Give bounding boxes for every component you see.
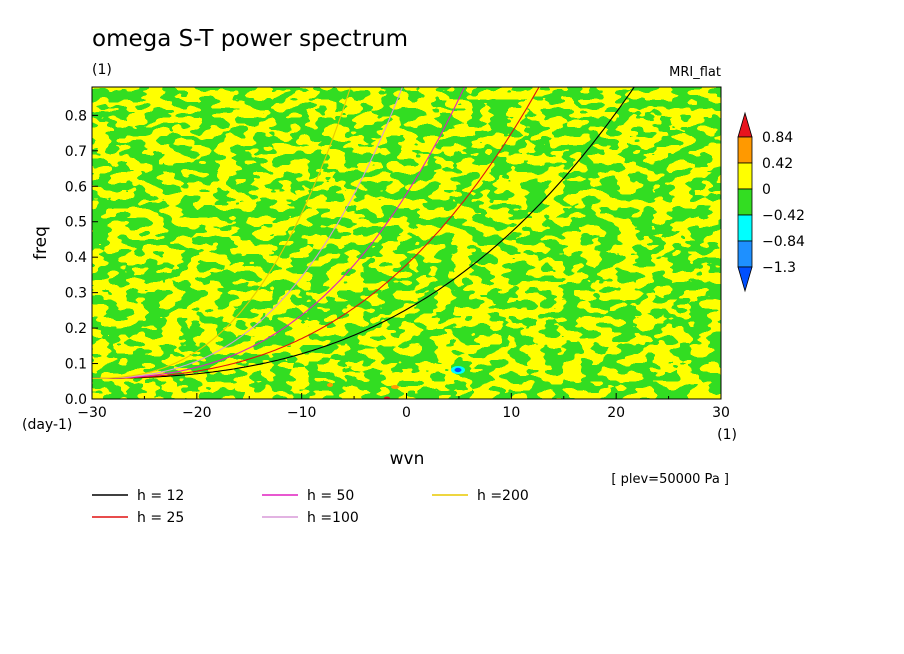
x-tick-label: −30 (77, 405, 107, 421)
colorbar: 0.84 0.42 0 −0.42 −0.84 −1.3 (737, 111, 805, 293)
colorbar-segment (737, 162, 753, 190)
x-tick-label: 0 (402, 405, 411, 421)
x-axis-unit: (1) (717, 427, 737, 443)
y-tick-label: 0.7 (65, 144, 87, 160)
colorbar-segment (737, 188, 753, 216)
colorbar-label: 0.84 (762, 130, 793, 146)
y-tick-label: 0.2 (65, 321, 87, 337)
colorbar-label: −0.84 (762, 234, 805, 250)
dispersion-curve (92, 87, 466, 379)
contour-field (92, 87, 721, 399)
contour-blob-max (384, 396, 390, 399)
colorbar-label: 0.42 (762, 156, 793, 172)
dispersion-curve (92, 87, 540, 379)
x-tick-label: −20 (182, 405, 212, 421)
x-tick-label: 20 (607, 405, 625, 421)
colorbar-min-triangle (737, 266, 753, 293)
contour-blob-core (454, 367, 462, 373)
plev-annotation: [ plev=50000 Pa ] (611, 472, 729, 487)
x-axis-label: wvn (390, 449, 425, 469)
model-name: MRI_flat (669, 65, 721, 80)
contour-blob-positive (327, 383, 333, 387)
colorbar-label: −1.3 (762, 260, 796, 276)
x-tick-label: 10 (502, 405, 520, 421)
x-tick-label: −10 (287, 405, 317, 421)
dispersion-curve (92, 87, 635, 379)
y-tick-label: 0.3 (65, 286, 87, 302)
y-tick-label: 0.0 (65, 392, 87, 408)
legend-label: h = 12 (137, 488, 184, 504)
y-tick-label: 0.8 (65, 108, 87, 124)
legend-label: h =100 (307, 510, 359, 526)
dispersion-curves (92, 87, 635, 379)
y-axis: 0.0 0.1 0.2 0.3 0.4 0.5 0.6 0.7 0.8 (65, 108, 98, 408)
legend-label: h = 25 (137, 510, 184, 526)
y-tick-label: 0.4 (65, 250, 87, 266)
plot-area (91, 86, 722, 400)
dispersion-curve (92, 87, 403, 379)
y-tick-label: 0.1 (65, 357, 87, 373)
y-axis-unit: (day-1) (22, 417, 72, 433)
colorbar-segment (737, 136, 753, 164)
x-axis: −30 −20 −10 0 10 20 30 (77, 393, 730, 421)
y-tick-label: 0.6 (65, 179, 87, 195)
colorbar-max-triangle (737, 111, 753, 138)
y-axis-label: freq (31, 226, 51, 260)
legend-label: h =200 (477, 488, 529, 504)
title-unit: (1) (92, 62, 112, 78)
colorbar-segment (737, 240, 753, 268)
colorbar-label: 0 (762, 182, 771, 198)
dispersion-curve (92, 87, 352, 379)
colorbar-label: −0.42 (762, 208, 805, 224)
legend: h = 12 h = 25 h = 50 h =100 h =200 (92, 488, 529, 526)
contour-blob-positive (391, 385, 399, 389)
chart-title: omega S-T power spectrum (92, 26, 408, 52)
y-tick-label: 0.5 (65, 215, 87, 231)
x-tick-label: 30 (712, 405, 730, 421)
legend-label: h = 50 (307, 488, 354, 504)
colorbar-segment (737, 214, 753, 242)
